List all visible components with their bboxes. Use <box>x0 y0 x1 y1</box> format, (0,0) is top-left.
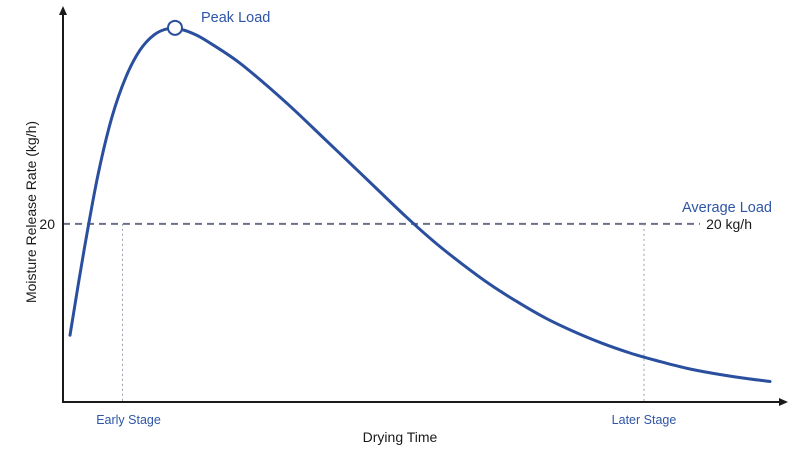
series-line <box>68 26 772 383</box>
peak-marker <box>167 19 183 36</box>
early-stage-label: Early Stage <box>96 413 161 427</box>
y-tick-label-20: 20 <box>39 216 55 232</box>
x-axis-label: Drying Time <box>363 429 438 445</box>
peak-label: Peak Load <box>201 10 270 26</box>
later-stage-label: Later Stage <box>612 413 677 427</box>
average-load-value: 20 kg/h <box>706 216 752 232</box>
average-load-label: Average Load <box>682 200 772 216</box>
y-axis-label: Moisture Release Rate (kg/h) <box>23 121 39 303</box>
